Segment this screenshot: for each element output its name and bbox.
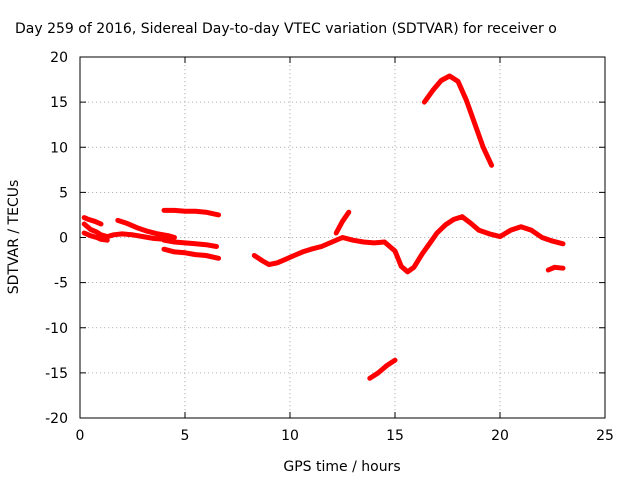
- y-tick-label: -15: [45, 366, 68, 382]
- series-track-2: [81, 215, 104, 227]
- series-track-10: [421, 73, 495, 168]
- x-tick-label: 5: [181, 428, 190, 444]
- series-layer: [81, 73, 566, 381]
- x-tick-label: 10: [281, 428, 299, 444]
- x-tick-label: 0: [76, 428, 85, 444]
- y-axis-title: SDTVAR / TECUs: [6, 180, 22, 295]
- series-track-8: [251, 214, 566, 275]
- series-track-6: [161, 246, 222, 261]
- series-track-7: [161, 207, 222, 218]
- x-tick-label: 25: [596, 428, 614, 444]
- series-track-4: [115, 217, 177, 240]
- series-track-9: [333, 209, 352, 236]
- chart-title: Day 259 of 2016, Sidereal Day-to-day VTE…: [15, 21, 557, 37]
- series-track-1: [81, 221, 173, 243]
- y-tick-label: 20: [50, 50, 68, 66]
- series-track-12: [545, 264, 566, 273]
- series-track-3: [81, 230, 110, 243]
- y-tick-label: 15: [50, 95, 68, 111]
- x-tick-label: 20: [491, 428, 509, 444]
- y-tick-label: -20: [45, 411, 68, 427]
- series-track-11: [367, 357, 398, 381]
- y-tick-label: 10: [50, 140, 68, 156]
- series-track-5: [161, 237, 219, 249]
- y-tick-label: 5: [59, 185, 68, 201]
- x-axis-title: GPS time / hours: [283, 459, 400, 475]
- y-tick-label: 0: [59, 231, 68, 247]
- x-tick-label: 15: [386, 428, 404, 444]
- y-tick-label: -5: [54, 276, 68, 292]
- axis-ticks: 0 5 10 15 20 25 -20 -15 -10 -5 0 5 10 15 20: [45, 50, 614, 444]
- y-tick-label: -10: [45, 321, 68, 337]
